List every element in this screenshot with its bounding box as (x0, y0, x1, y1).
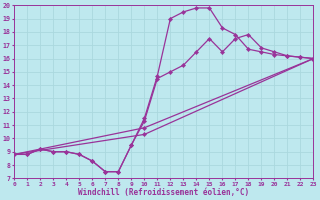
X-axis label: Windchill (Refroidissement éolien,°C): Windchill (Refroidissement éolien,°C) (78, 188, 249, 197)
